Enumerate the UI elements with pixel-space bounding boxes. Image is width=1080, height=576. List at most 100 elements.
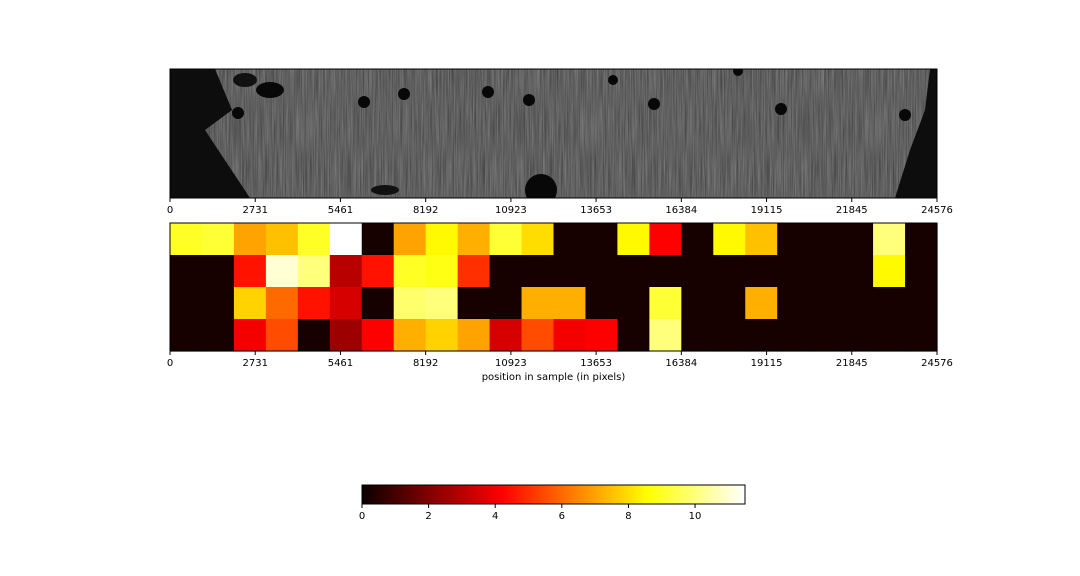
heatmap-cell — [841, 319, 874, 352]
heatmap-cell — [489, 223, 523, 256]
heatmap-cell — [265, 223, 299, 256]
heatmap-cell — [265, 255, 299, 288]
heatmap-cell — [393, 255, 427, 288]
heatmap-cell — [425, 319, 459, 352]
heatmap-cell — [713, 223, 746, 256]
heatmap-cell — [777, 287, 810, 320]
heatmap-cell — [201, 223, 235, 256]
colorbar-tick-label: 2 — [425, 511, 431, 522]
heatmap-cell — [873, 319, 906, 352]
heatmap — [170, 223, 938, 352]
heatmap-cell — [905, 223, 938, 256]
heatmap-cell — [905, 287, 938, 320]
heatmap-cell — [393, 223, 427, 256]
heatmap-cell — [681, 223, 714, 256]
heatmap-cell — [617, 287, 650, 320]
image-x-tick-label: 0 — [167, 205, 173, 216]
heatmap-cell — [361, 287, 395, 320]
heatmap-cell — [681, 255, 714, 288]
heatmap-cell — [425, 255, 459, 288]
heatmap-cell — [585, 223, 619, 256]
heatmap-cell — [681, 287, 714, 320]
heatmap-cell — [809, 223, 842, 256]
heatmap-cell — [170, 255, 203, 288]
heatmap-cell — [489, 287, 523, 320]
heatmap-cell — [297, 287, 331, 320]
heatmap-cell — [201, 255, 235, 288]
heatmap-cell — [905, 255, 938, 288]
heatmap-x-tick-label: 2731 — [243, 358, 268, 369]
heatmap-cell — [457, 319, 491, 352]
heatmap-cell — [329, 255, 363, 288]
heatmap-cell — [905, 319, 938, 352]
heatmap-cell — [489, 255, 523, 288]
heatmap-cell — [233, 223, 267, 256]
heatmap-cell — [297, 319, 331, 352]
heatmap-cell — [170, 223, 203, 256]
heatmap-cell — [457, 255, 491, 288]
colorbar-axis: 0 2 4 6 8 10 — [359, 504, 701, 522]
heatmap-cell — [233, 255, 267, 288]
heatmap-cell — [425, 287, 459, 320]
heatmap-cell — [393, 319, 427, 352]
heatmap-x-tick-label: 5461 — [328, 358, 353, 369]
heatmap-cell — [713, 319, 746, 352]
heatmap-cell — [713, 255, 746, 288]
heatmap-x-tick-label: 21845 — [836, 358, 868, 369]
heatmap-cell — [841, 223, 874, 256]
image-x-tick-label: 19115 — [751, 205, 783, 216]
heatmap-cell — [457, 287, 491, 320]
image-x-tick-label: 10923 — [495, 205, 527, 216]
heatmap-cell — [777, 255, 810, 288]
heatmap-cell — [265, 287, 299, 320]
heatmap-cell — [777, 223, 810, 256]
heatmap-cell — [617, 255, 650, 288]
heatmap-cell — [489, 319, 523, 352]
image-x-tick-label: 8192 — [413, 205, 438, 216]
heatmap-cell — [873, 223, 906, 256]
heatmap-cell — [553, 255, 587, 288]
heatmap-cell — [553, 223, 587, 256]
image-x-tick-label: 13653 — [580, 205, 612, 216]
heatmap-cell — [745, 319, 778, 352]
image-x-tick-label: 5461 — [328, 205, 353, 216]
colorbar — [362, 485, 745, 504]
heatmap-cell — [777, 319, 810, 352]
heatmap-cell — [233, 287, 267, 320]
heatmap-cell — [425, 223, 459, 256]
heatmap-cell — [809, 287, 842, 320]
heatmap-cell — [585, 319, 619, 352]
heatmap-cell — [265, 319, 299, 352]
heatmap-cell — [361, 223, 395, 256]
heatmap-cell — [170, 287, 203, 320]
heatmap-cell — [649, 287, 682, 320]
heatmap-cell — [233, 319, 267, 352]
heatmap-cell — [681, 319, 714, 352]
heatmap-cell — [361, 255, 395, 288]
sample-image — [170, 69, 937, 198]
heatmap-cell — [809, 319, 842, 352]
heatmap-x-tick-label: 0 — [167, 358, 173, 369]
colorbar-tick-label: 4 — [492, 511, 498, 522]
heatmap-cell — [585, 255, 619, 288]
heatmap-cell — [521, 319, 555, 352]
heatmap-cell — [873, 255, 906, 288]
heatmap-cell — [649, 255, 682, 288]
colorbar-tick-label: 6 — [559, 511, 565, 522]
heatmap-x-tick-label: 13653 — [580, 358, 612, 369]
heatmap-cell — [521, 223, 555, 256]
image-x-axis: 0 2731 5461 8192 10923 13653 16384 19115 21845 24… — [167, 198, 953, 216]
heatmap-cell — [585, 287, 619, 320]
colorbar-tick-label: 0 — [359, 511, 365, 522]
heatmap-cell — [521, 287, 555, 320]
heatmap-cell — [201, 287, 235, 320]
heatmap-x-tick-label: 8192 — [413, 358, 438, 369]
heatmap-cell — [329, 287, 363, 320]
heatmap-x-tick-label: 19115 — [751, 358, 783, 369]
heatmap-cell — [745, 223, 778, 256]
heatmap-x-tick-label: 24576 — [921, 358, 953, 369]
heatmap-cell — [841, 287, 874, 320]
heatmap-cell — [553, 319, 587, 352]
heatmap-cell — [713, 287, 746, 320]
